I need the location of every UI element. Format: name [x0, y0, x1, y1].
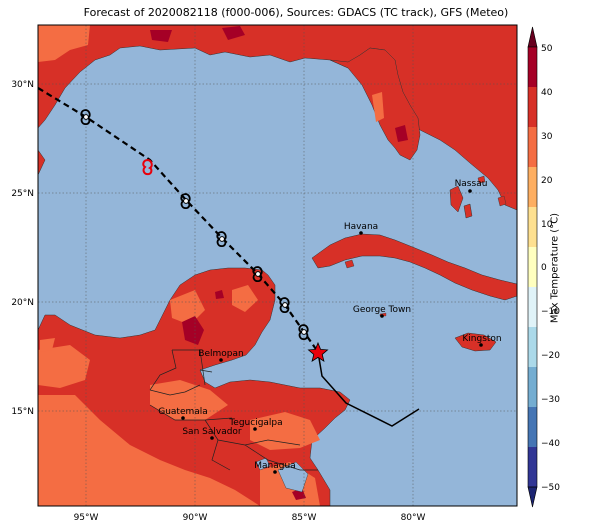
city-markers: Nassau Havana George Town Kingston Belmo…: [158, 179, 502, 474]
colorbar-segment: [528, 407, 537, 448]
land-jamaica: [454, 332, 497, 352]
colorbar-tick-label: −10: [541, 307, 560, 317]
colorbar-segment: [528, 247, 537, 288]
colorbar-tick-label: −30: [541, 395, 560, 405]
land-cuba: [311, 233, 517, 301]
colorbar: [527, 26, 538, 508]
colorbar-ticks: 50 40 30 20 10 0 −10 −20 −30 −40 −50: [541, 44, 560, 493]
hurricane-icon-red: [142, 158, 153, 176]
colorbar-tick-label: −20: [541, 351, 560, 361]
colorbar-segment: [528, 167, 537, 208]
colorbar-segment: [528, 447, 537, 488]
colorbar-segment: [528, 87, 537, 128]
lat-tick-label: 25°N: [11, 189, 34, 199]
city-label: Tegucigalpa: [228, 418, 282, 428]
city-label: Guatemala: [158, 407, 208, 417]
map-title: Forecast of 2020082118 (f000-006), Sourc…: [83, 6, 509, 19]
colorbar-segment: [528, 47, 537, 88]
city-label: Managua: [254, 461, 295, 471]
colorbar-tick-label: 40: [541, 88, 553, 98]
colorbar-extend-max: [527, 26, 538, 48]
lon-tick-label: 85°W: [292, 513, 317, 523]
colorbar-tick-label: −40: [541, 439, 560, 449]
colorbar-extend-min: [527, 486, 538, 508]
city-label: George Town: [353, 305, 411, 315]
colorbar-tick-label: 30: [541, 132, 553, 142]
lon-tick-label: 90°W: [183, 513, 208, 523]
colorbar-tick-label: 0: [541, 263, 547, 273]
lat-tick-label: 15°N: [11, 407, 34, 417]
colorbar-segment: [528, 127, 537, 168]
city-label: Havana: [344, 222, 378, 232]
colorbar-tick-label: 50: [541, 44, 553, 54]
colorbar-segment: [528, 367, 537, 408]
graticule: [38, 25, 517, 506]
city-label: San Salvador: [182, 427, 242, 437]
lon-tick-label: 80°W: [401, 513, 426, 523]
colorbar-tick-label: −50: [541, 483, 560, 493]
colorbar-label: Max Temperature (°C): [549, 212, 561, 324]
city-label: Belmopan: [198, 349, 243, 359]
lat-tick-label: 20°N: [11, 298, 34, 308]
colorbar-segment: [528, 327, 537, 368]
lat-tick-label: 30°N: [11, 80, 34, 90]
colorbar-segment: [528, 207, 537, 248]
colorbar-segment: [528, 287, 537, 328]
colorbar-tick-label: 20: [541, 176, 553, 186]
tc-past-track: [317, 351, 420, 427]
colorbar-frame: [527, 46, 538, 488]
land-bahamas: [449, 185, 464, 213]
lon-tick-label: 95°W: [74, 513, 99, 523]
country-borders: [149, 349, 318, 471]
colorbar-tick-label: 10: [541, 220, 553, 230]
city-label: Kingston: [462, 334, 501, 344]
city-label: Nassau: [455, 179, 488, 189]
tc-forecast-track: [37, 87, 319, 353]
current-position-star-icon: [307, 341, 329, 362]
map-frame: [37, 24, 518, 507]
